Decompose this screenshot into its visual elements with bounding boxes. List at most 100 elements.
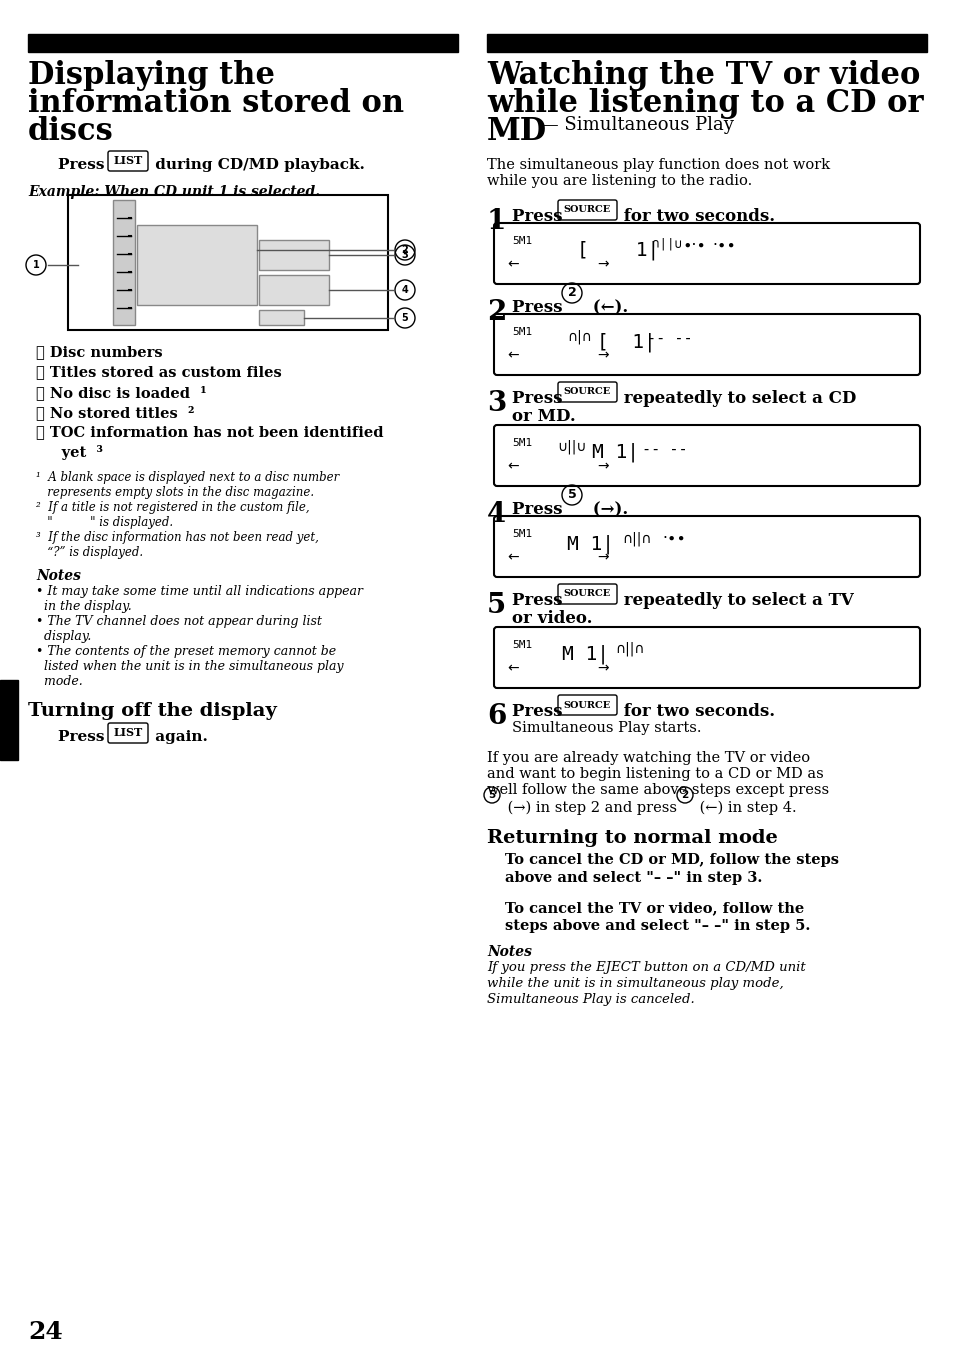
Text: repeatedly to select a CD: repeatedly to select a CD <box>618 389 856 407</box>
Bar <box>258 241 329 270</box>
FancyBboxPatch shape <box>558 383 617 402</box>
Text: 5M1: 5M1 <box>512 237 532 246</box>
Text: 6: 6 <box>486 703 506 730</box>
Text: information stored on: information stored on <box>28 88 404 119</box>
Text: for two seconds.: for two seconds. <box>618 703 774 721</box>
Text: 5: 5 <box>486 592 506 619</box>
Text: above and select "– –" in step 3.: above and select "– –" in step 3. <box>504 871 761 886</box>
Text: for two seconds.: for two seconds. <box>618 208 774 224</box>
Text: again.: again. <box>150 730 208 744</box>
FancyBboxPatch shape <box>494 314 919 375</box>
Text: • It may take some time until all indications appear: • It may take some time until all indica… <box>36 585 363 598</box>
Text: ¹  A blank space is displayed next to a disc number: ¹ A blank space is displayed next to a d… <box>36 470 339 484</box>
Text: LIST: LIST <box>113 727 143 738</box>
FancyBboxPatch shape <box>108 151 148 170</box>
Text: listed when the unit is in the simultaneous play: listed when the unit is in the simultane… <box>36 660 343 673</box>
Text: Press: Press <box>512 703 568 721</box>
Text: 2: 2 <box>567 287 576 300</box>
FancyBboxPatch shape <box>558 200 617 220</box>
Text: The simultaneous play function does not work: The simultaneous play function does not … <box>486 158 829 172</box>
Bar <box>28 34 457 51</box>
Text: ① Disc numbers: ① Disc numbers <box>36 345 162 360</box>
Text: Press: Press <box>58 730 110 744</box>
Text: Returning to normal mode: Returning to normal mode <box>486 829 777 846</box>
Text: in the display.: in the display. <box>36 600 132 612</box>
Text: 3: 3 <box>401 250 408 260</box>
Text: during CD/MD playback.: during CD/MD playback. <box>150 158 364 172</box>
Text: • The TV channel does not appear during list: • The TV channel does not appear during … <box>36 615 321 627</box>
Text: mode.: mode. <box>36 675 83 688</box>
Text: ←: ← <box>506 347 518 362</box>
Text: 5M1: 5M1 <box>512 639 532 650</box>
Text: To cancel the TV or video, follow the: To cancel the TV or video, follow the <box>504 900 803 915</box>
Text: SOURCE: SOURCE <box>563 589 610 599</box>
Text: →: → <box>597 550 608 564</box>
Text: ←: ← <box>506 550 518 564</box>
Text: (→).: (→). <box>586 502 628 518</box>
Text: SOURCE: SOURCE <box>563 700 610 710</box>
Text: Simultaneous Play is canceled.: Simultaneous Play is canceled. <box>486 992 694 1006</box>
Bar <box>0 680 18 760</box>
Text: [  1|: [ 1| <box>597 333 655 352</box>
Text: 4: 4 <box>401 285 408 295</box>
Text: Press: Press <box>512 502 568 518</box>
Text: ←: ← <box>506 257 518 270</box>
Text: — Simultaneous Play: — Simultaneous Play <box>535 116 733 134</box>
Text: →: → <box>597 458 608 473</box>
Text: LIST: LIST <box>113 155 143 166</box>
Text: Press: Press <box>512 592 568 608</box>
FancyBboxPatch shape <box>558 695 617 715</box>
Text: 5: 5 <box>567 488 576 502</box>
Text: To cancel the CD or MD, follow the steps: To cancel the CD or MD, follow the steps <box>504 853 838 867</box>
Text: MD: MD <box>486 116 547 147</box>
Text: yet  ³: yet ³ <box>36 445 103 460</box>
Text: SOURCE: SOURCE <box>563 206 610 215</box>
Text: M 1|: M 1| <box>566 534 614 553</box>
Text: Press: Press <box>58 158 110 172</box>
Text: ∩||∩: ∩||∩ <box>621 531 651 545</box>
Text: discs: discs <box>28 116 113 147</box>
Text: repeatedly to select a TV: repeatedly to select a TV <box>618 592 853 608</box>
Bar <box>258 310 304 324</box>
Text: →: → <box>597 347 608 362</box>
Bar <box>112 200 135 324</box>
Text: and want to begin listening to a CD or MD as: and want to begin listening to a CD or M… <box>486 767 822 781</box>
Text: while listening to a CD or: while listening to a CD or <box>486 88 923 119</box>
FancyBboxPatch shape <box>494 223 919 284</box>
Text: (←).: (←). <box>586 299 628 316</box>
Text: or video.: or video. <box>512 610 592 627</box>
Text: ∩||∪: ∩||∪ <box>651 238 681 251</box>
FancyBboxPatch shape <box>494 425 919 485</box>
FancyBboxPatch shape <box>108 723 148 744</box>
Text: (→) in step 2 and press: (→) in step 2 and press <box>502 800 680 815</box>
Text: Press: Press <box>512 299 568 316</box>
Text: 2: 2 <box>401 245 408 256</box>
Text: Watching the TV or video: Watching the TV or video <box>486 59 920 91</box>
Text: M 1|: M 1| <box>592 443 639 462</box>
Text: M 1|: M 1| <box>561 645 608 664</box>
Text: ←: ← <box>506 458 518 473</box>
Bar <box>68 195 388 330</box>
Text: ∩||∩: ∩||∩ <box>615 642 644 657</box>
Text: -- --: -- -- <box>646 331 692 346</box>
Text: ② Titles stored as custom files: ② Titles stored as custom files <box>36 365 281 379</box>
Text: 5M1: 5M1 <box>512 529 532 539</box>
Text: If you are already watching the TV or video: If you are already watching the TV or vi… <box>486 750 809 765</box>
Text: 2: 2 <box>486 299 506 326</box>
Text: →: → <box>597 257 608 270</box>
Text: →: → <box>597 661 608 675</box>
Text: Press: Press <box>512 208 568 224</box>
Text: 3: 3 <box>486 389 506 416</box>
Text: 1: 1 <box>32 260 39 270</box>
Text: 5M1: 5M1 <box>512 327 532 337</box>
Text: ∙·∙: ∙·∙ <box>681 238 705 253</box>
Text: “?” is displayed.: “?” is displayed. <box>36 546 143 558</box>
Text: Displaying the: Displaying the <box>28 59 274 91</box>
Text: well follow the same above steps except press: well follow the same above steps except … <box>486 783 828 796</box>
Text: ∩|∩: ∩|∩ <box>566 329 591 343</box>
Text: Simultaneous Play starts.: Simultaneous Play starts. <box>512 721 700 735</box>
Text: ²  If a title is not registered in the custom file,: ² If a title is not registered in the cu… <box>36 502 310 514</box>
Text: If you press the EJECT button on a CD/MD unit: If you press the EJECT button on a CD/MD… <box>486 961 805 973</box>
Text: Turning off the display: Turning off the display <box>28 702 276 721</box>
Text: ③ No disc is loaded  ¹: ③ No disc is loaded ¹ <box>36 385 207 400</box>
